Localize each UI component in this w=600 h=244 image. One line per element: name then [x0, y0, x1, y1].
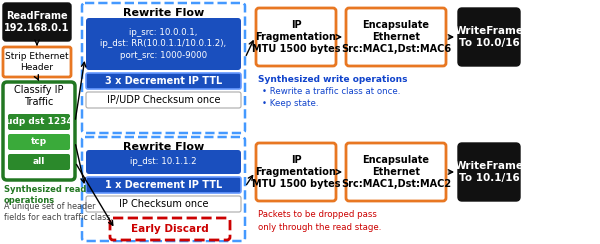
FancyBboxPatch shape [8, 134, 70, 150]
Text: 3 x Decrement IP TTL: 3 x Decrement IP TTL [105, 76, 222, 86]
FancyBboxPatch shape [86, 177, 241, 193]
FancyBboxPatch shape [86, 196, 241, 212]
Text: Strip Ethernet
Header: Strip Ethernet Header [5, 52, 69, 72]
Text: IP Checksum once: IP Checksum once [119, 199, 208, 209]
FancyBboxPatch shape [86, 92, 241, 108]
Text: Synthesized write operations: Synthesized write operations [258, 75, 407, 84]
FancyBboxPatch shape [346, 8, 446, 66]
Text: all: all [33, 157, 45, 166]
Text: A unique set of header
fields for each traffic class.: A unique set of header fields for each t… [4, 202, 113, 222]
Text: Classify IP
Traffic: Classify IP Traffic [14, 85, 64, 107]
Text: • Rewrite a traffic class at once.
• Keep state.: • Rewrite a traffic class at once. • Kee… [262, 87, 400, 109]
Text: Packets to be dropped pass
only through the read stage.: Packets to be dropped pass only through … [258, 210, 382, 232]
FancyBboxPatch shape [3, 3, 71, 41]
Text: IP/UDP Checksum once: IP/UDP Checksum once [107, 95, 220, 105]
Text: ReadFrame
192.168.0.1: ReadFrame 192.168.0.1 [4, 11, 70, 33]
FancyBboxPatch shape [256, 8, 336, 66]
FancyBboxPatch shape [458, 8, 520, 66]
FancyBboxPatch shape [86, 73, 241, 89]
Text: WriteFrame
To 10.0/16: WriteFrame To 10.0/16 [455, 26, 523, 48]
Text: Encapsulate
Ethernet
Src:MAC1,Dst:MAC2: Encapsulate Ethernet Src:MAC1,Dst:MAC2 [341, 155, 451, 189]
FancyBboxPatch shape [8, 154, 70, 170]
FancyBboxPatch shape [86, 150, 241, 174]
FancyBboxPatch shape [458, 143, 520, 201]
FancyBboxPatch shape [86, 18, 241, 70]
FancyBboxPatch shape [8, 114, 70, 130]
Text: Encapsulate
Ethernet
Src:MAC1,Dst:MAC6: Encapsulate Ethernet Src:MAC1,Dst:MAC6 [341, 20, 451, 54]
FancyBboxPatch shape [3, 47, 71, 77]
Text: WriteFrame
To 10.1/16: WriteFrame To 10.1/16 [455, 161, 523, 183]
Text: ip_src: 10.0.0.1,
ip_dst: RR(10.0.1.1/10.0.1.2),
port_src: 1000-9000: ip_src: 10.0.0.1, ip_dst: RR(10.0.1.1/10… [100, 28, 227, 60]
Text: udp dst 1234: udp dst 1234 [5, 118, 73, 126]
FancyBboxPatch shape [110, 218, 230, 240]
Text: Synthesized read
operations: Synthesized read operations [4, 185, 86, 205]
Text: 1 x Decrement IP TTL: 1 x Decrement IP TTL [105, 180, 222, 190]
FancyBboxPatch shape [346, 143, 446, 201]
FancyBboxPatch shape [256, 143, 336, 201]
Text: IP
Fragmentation
MTU 1500 bytes: IP Fragmentation MTU 1500 bytes [252, 20, 340, 54]
FancyBboxPatch shape [3, 82, 75, 180]
Text: Early Discard: Early Discard [131, 224, 209, 234]
Text: Rewrite Flow: Rewrite Flow [123, 142, 204, 152]
Text: ip_dst: 10.1.1.2: ip_dst: 10.1.1.2 [130, 157, 197, 166]
Text: tcp: tcp [31, 138, 47, 146]
Text: IP
Fragmentation
MTU 1500 bytes: IP Fragmentation MTU 1500 bytes [252, 155, 340, 189]
Text: Rewrite Flow: Rewrite Flow [123, 8, 204, 18]
